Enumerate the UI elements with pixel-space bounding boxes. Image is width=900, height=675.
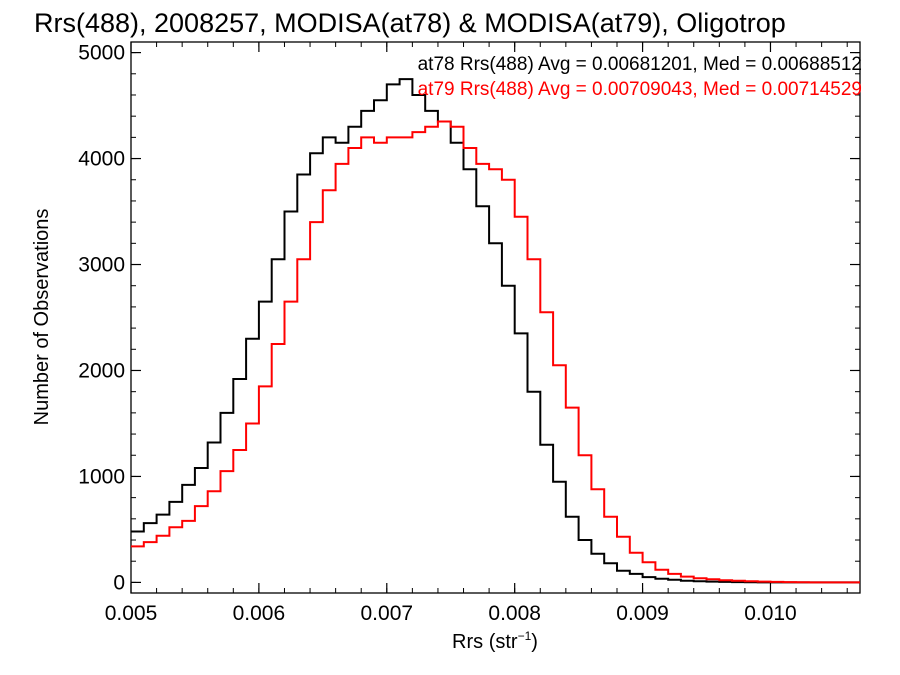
x-axis: 0.005 0.006 0.007 0.008 0.009 0.010: [105, 42, 848, 625]
legend-entry-at78: at78 Rrs(488) Avg = 0.00681201, Med = 0.…: [418, 54, 862, 75]
y-tick-label: 0: [113, 571, 125, 594]
y-tick-label: 5000: [78, 42, 125, 65]
y-tick-label: 2000: [78, 359, 125, 382]
x-axis-label-main: Rrs (str: [452, 631, 518, 653]
series-at79-line: [131, 120, 860, 584]
x-axis-label-superscript: −1: [518, 629, 532, 643]
x-axis-label: Rrs (str−1): [452, 629, 538, 653]
x-axis-label-close: ): [531, 631, 538, 653]
y-axis-label: Number of Observations: [31, 209, 53, 426]
x-tick-label: 0.007: [361, 602, 414, 625]
plot-frame: [130, 41, 861, 594]
series-layer: [131, 78, 860, 584]
chart-title: Rrs(488), 2008257, MODISA(at78) & MODISA…: [34, 8, 786, 38]
y-tick-label: 1000: [78, 465, 125, 488]
x-tick-label: 0.005: [105, 602, 158, 625]
y-axis: 0 1000 2000 3000 4000 5000: [78, 42, 860, 594]
legend-entry-at79: at79 Rrs(488) Avg = 0.00709043, Med = 0.…: [418, 79, 862, 100]
x-tick-label: 0.010: [744, 602, 797, 625]
y-tick-label: 4000: [78, 148, 125, 171]
series-at78-line: [131, 78, 860, 584]
x-tick-label: 0.006: [233, 602, 286, 625]
y-tick-label: 3000: [78, 254, 125, 277]
x-tick-label: 0.008: [488, 602, 541, 625]
x-tick-label: 0.009: [616, 602, 669, 625]
